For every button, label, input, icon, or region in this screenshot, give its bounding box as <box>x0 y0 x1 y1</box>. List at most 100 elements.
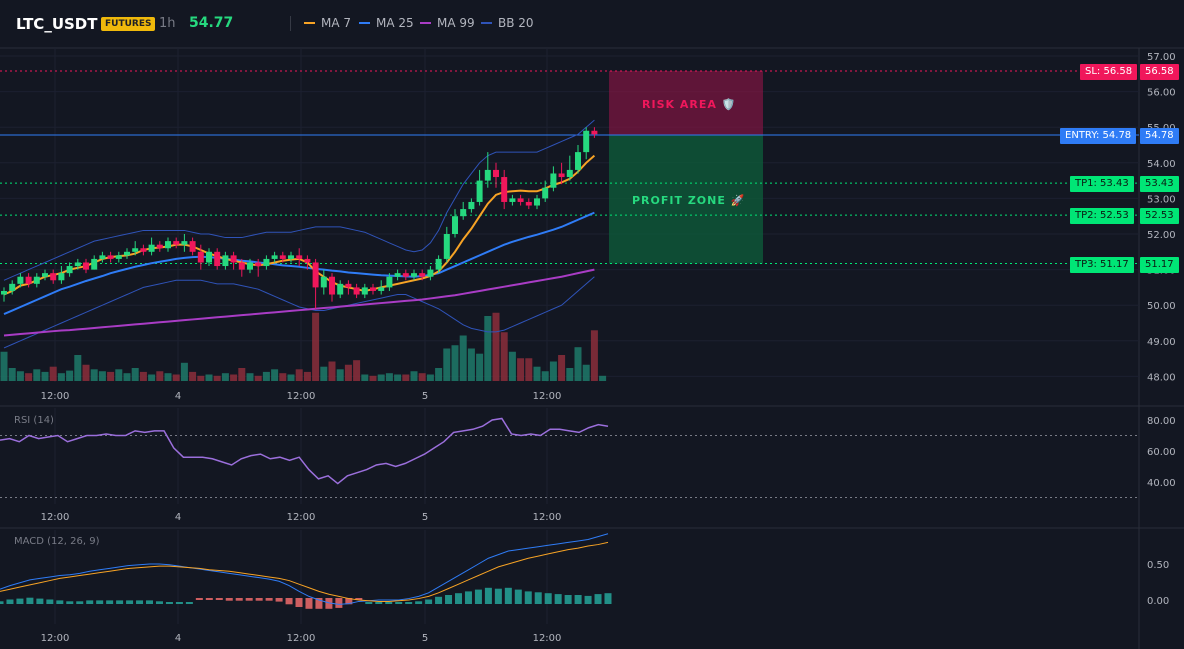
candle-body <box>42 273 48 277</box>
volume-bar <box>123 373 131 381</box>
volume-bar <box>443 348 451 381</box>
candle-body <box>517 198 524 202</box>
macd-histogram-bar <box>514 589 522 604</box>
bb-lower-line <box>3 276 595 349</box>
macd-histogram-bar <box>295 598 303 607</box>
candle-body <box>566 169 573 178</box>
profit-zone-label: PROFIT ZONE 🚀 <box>632 194 746 207</box>
macd-histogram-bar <box>36 598 44 604</box>
candle-body <box>542 187 549 199</box>
volume-bar <box>500 332 508 381</box>
time-axis-label: 12:00 <box>41 391 70 402</box>
volume-bar <box>164 373 172 381</box>
legend-swatch <box>420 22 431 24</box>
macd-histogram-bar <box>504 587 512 604</box>
macd-histogram-bar <box>454 593 462 604</box>
volume-bar <box>25 373 33 381</box>
candle-body <box>534 198 540 206</box>
time-axis-label: 4 <box>175 512 181 523</box>
legend-ma7[interactable]: MA 7 <box>304 16 351 30</box>
price-axis-label: 48.00 <box>1147 372 1176 383</box>
volume-bar <box>156 371 164 381</box>
legend-ma25[interactable]: MA 25 <box>359 16 414 30</box>
candle-body <box>206 251 212 263</box>
volume-bar <box>115 369 123 381</box>
time-axis-label: 12:00 <box>533 391 562 402</box>
volume-bar <box>66 370 74 381</box>
candle-body <box>165 241 171 249</box>
legend-label: MA 25 <box>376 16 414 30</box>
candle-body <box>435 258 442 270</box>
timeframe-label[interactable]: 1h <box>159 16 176 31</box>
volume-bar <box>107 371 115 381</box>
candle-body <box>214 251 221 267</box>
header-divider <box>290 16 291 31</box>
ma99-line <box>3 268 595 337</box>
time-axis-label: 4 <box>175 391 181 402</box>
tp1-tag: TP1: 53.43 <box>1070 176 1134 192</box>
legend-bb20[interactable]: BB 20 <box>481 16 534 30</box>
macd-title: MACD (12, 26, 9) <box>14 536 100 547</box>
macd-histogram-bar <box>215 598 223 600</box>
candle-body <box>361 287 368 295</box>
sl-price-tag: 56.58 <box>1140 64 1179 80</box>
macd-histogram-bar <box>395 602 403 604</box>
macd-histogram-bar <box>415 601 423 604</box>
time-axis-label: 5 <box>422 512 428 523</box>
time-axis-label: 12:00 <box>41 633 70 644</box>
volume-bar <box>205 374 213 381</box>
time-axis-label: 5 <box>422 391 428 402</box>
candle-body <box>427 269 434 277</box>
macd-histogram-bar <box>604 593 612 604</box>
candle-body <box>271 255 278 259</box>
candle-body <box>296 255 303 259</box>
candle-body <box>493 169 499 178</box>
candle-body <box>9 283 16 291</box>
volume-bar <box>148 374 156 381</box>
volume-bar <box>16 371 24 381</box>
rsi-title: RSI (14) <box>14 415 54 426</box>
legend-label: MA 7 <box>321 16 352 30</box>
volume-bar <box>418 373 426 381</box>
macd-histogram-bar <box>405 602 413 604</box>
macd-histogram-bar <box>185 602 193 604</box>
legend-ma99[interactable]: MA 99 <box>420 16 475 30</box>
macd-histogram-bar <box>534 592 542 604</box>
candle-body <box>501 177 508 202</box>
volume-bar <box>131 368 139 381</box>
candle-body <box>279 255 286 259</box>
macd-histogram-bar <box>544 593 552 604</box>
volume-bar <box>590 330 598 381</box>
candle-body <box>222 255 229 267</box>
time-axis-label: 12:00 <box>287 512 316 523</box>
volume-bar <box>33 369 41 381</box>
volume-bar <box>574 347 582 381</box>
volume-bar <box>369 375 377 381</box>
volume-bar <box>57 373 65 381</box>
rsi-axis-label: 80.00 <box>1147 416 1176 427</box>
macd-histogram-bar <box>435 596 443 604</box>
tp2-tag: TP2: 52.53 <box>1070 208 1134 224</box>
macd-histogram-bar <box>305 598 313 609</box>
macd-histogram-bar <box>375 602 383 604</box>
volume-bar <box>402 374 410 381</box>
macd-histogram-bar <box>464 591 472 604</box>
volume-bar <box>525 358 533 381</box>
candle-body <box>25 276 32 284</box>
volume-bar <box>8 368 16 381</box>
candle-body <box>345 283 352 288</box>
macd-histogram-bar <box>584 595 592 604</box>
macd-axis-label: 0.00 <box>1147 596 1169 607</box>
macd-histogram-bar <box>335 598 343 608</box>
time-axis-label: 12:00 <box>287 391 316 402</box>
symbol-label[interactable]: LTC_USDT <box>16 15 98 33</box>
candle-body <box>468 201 475 210</box>
rsi-line <box>0 417 609 485</box>
volume-bar <box>541 371 549 381</box>
macd-histogram-bar <box>245 598 253 601</box>
candle-body <box>58 273 65 281</box>
volume-bar <box>549 361 557 381</box>
volume-bar <box>377 374 385 381</box>
macd-histogram-bar <box>445 595 453 604</box>
